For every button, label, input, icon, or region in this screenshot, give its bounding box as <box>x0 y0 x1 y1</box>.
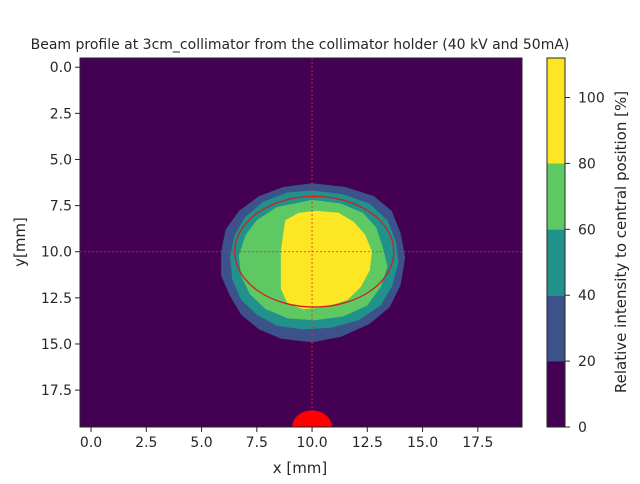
y-tick-label: 7.5 <box>50 199 72 215</box>
contour-band-80-112 <box>280 210 372 310</box>
y-tick-label: 17.5 <box>41 383 72 399</box>
x-tick-label: 12.5 <box>352 435 383 451</box>
colorbar-segment <box>547 361 565 427</box>
colorbar-tick-label: 80 <box>578 156 596 172</box>
x-tick-label: 7.5 <box>246 435 268 451</box>
colorbar-tick-label: 0 <box>578 420 587 436</box>
x-tick-label: 10.0 <box>296 435 327 451</box>
x-tick-label: 2.5 <box>135 435 157 451</box>
x-tick-label: 17.5 <box>462 435 493 451</box>
x-axis-label: x [mm] <box>273 459 328 477</box>
colorbar: 0 20 40 60 80 100 <box>546 57 605 436</box>
y-axis: 0.0 2.5 5.0 7.5 10.0 12.5 15.0 17.5 <box>41 60 80 399</box>
y-tick-label: 12.5 <box>41 291 72 307</box>
colorbar-label: Relative intensity to central position [… <box>612 91 630 393</box>
fit-ellipse <box>234 195 395 308</box>
colorbar-tick-label: 20 <box>578 354 596 370</box>
colorbar-segment <box>547 229 565 296</box>
colorbar-segment <box>547 163 565 230</box>
plot-content <box>80 58 522 427</box>
colorbar-tick-label: 40 <box>578 288 596 304</box>
x-tick-label: 15.0 <box>407 435 438 451</box>
colorbar-frame <box>546 57 566 428</box>
plot-area <box>79 57 523 428</box>
y-tick-label: 2.5 <box>50 106 72 122</box>
y-tick-label: 0.0 <box>50 60 72 76</box>
x-tick-label: 5.0 <box>190 435 212 451</box>
colorbar-tick-label: 100 <box>578 91 605 107</box>
y-tick-label: 10.0 <box>41 245 72 261</box>
y-axis-label: y[mm] <box>11 217 29 267</box>
y-tick-label: 5.0 <box>50 152 72 168</box>
x-tick-label: 0.0 <box>80 435 102 451</box>
colorbar-segment <box>547 295 565 362</box>
colorbar-tick-label: 60 <box>578 222 596 238</box>
chart-title: Beam profile at 3cm_collimator from the … <box>31 37 570 53</box>
center-marker <box>292 410 332 427</box>
x-axis: 0.0 2.5 5.0 7.5 10.0 12.5 15.0 17.5 <box>80 427 493 451</box>
plot-frame <box>79 57 523 428</box>
y-tick-label: 15.0 <box>41 337 72 353</box>
colorbar-segment <box>547 58 565 164</box>
